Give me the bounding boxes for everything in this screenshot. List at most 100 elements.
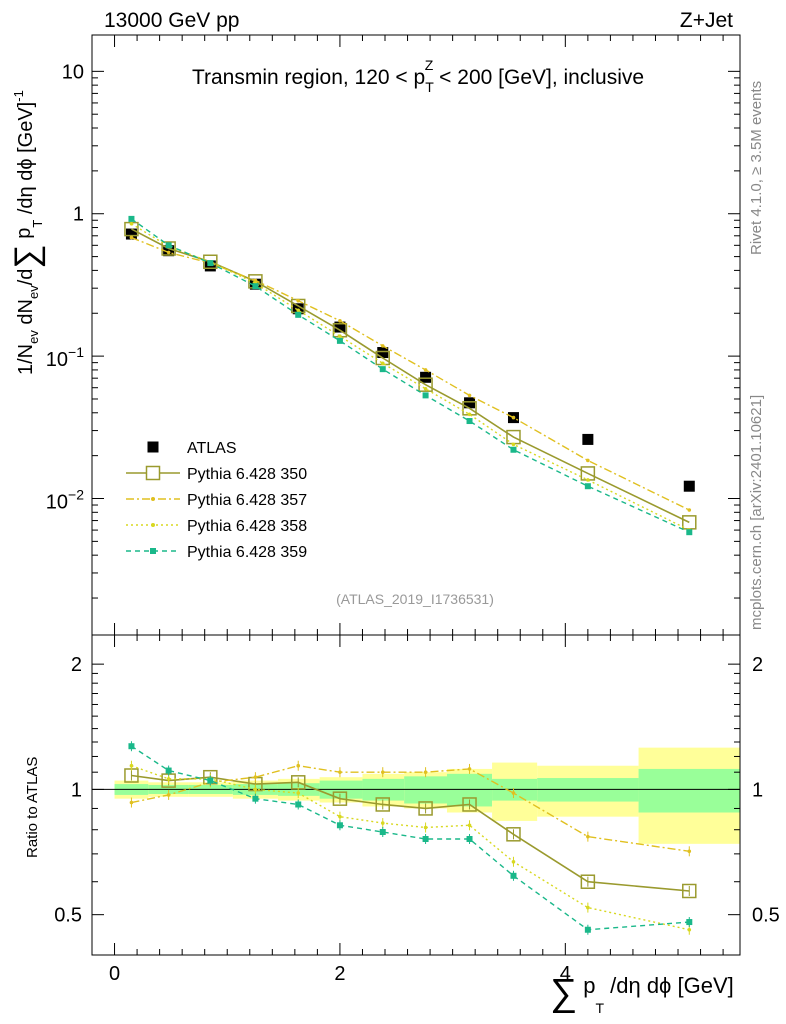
legend-label: Pythia 6.428 358	[187, 518, 307, 535]
ytick-base: 10	[46, 492, 68, 514]
main-ytick-label: 1	[73, 204, 84, 226]
series-marker-ratio	[129, 800, 134, 805]
series-marker-ratio	[336, 822, 343, 829]
series-line-ratio	[131, 765, 690, 852]
legend-label: Pythia 6.428 350	[187, 466, 307, 483]
xlabel-a-sub: T	[595, 1000, 604, 1016]
x-tick-labels: 0 2 4	[109, 963, 571, 985]
series-marker-ratio	[510, 872, 517, 879]
ratio-ytick-label-right: 0.5	[752, 905, 780, 927]
side-rivet: Rivet 4.1.0, ≥ 3.5M events	[748, 81, 765, 255]
legend-marker	[145, 465, 161, 481]
series-marker-ratio	[418, 801, 433, 816]
series-marker-ratio	[375, 797, 391, 812]
series-marker-ratio	[422, 836, 429, 843]
ratio-ytick-label-right: 1	[752, 779, 763, 801]
series-marker-main	[379, 366, 386, 373]
series-marker-ratio	[380, 770, 385, 774]
main-ytick-label: 10−2	[46, 487, 84, 514]
series-marker-ratio	[253, 775, 258, 779]
series-marker-main	[586, 478, 590, 482]
series-marker-ratio	[466, 836, 473, 843]
series-line-main	[131, 223, 690, 531]
ytick-base: 10	[46, 349, 68, 371]
series-marker-main	[467, 393, 472, 398]
series-marker-main	[423, 368, 428, 372]
series-marker-main	[166, 250, 171, 255]
series-marker-main	[380, 344, 385, 348]
series-marker-ratio	[338, 770, 342, 774]
series-marker-ratio	[423, 825, 428, 830]
series-marker-ratio	[467, 823, 472, 828]
atlas-point	[464, 397, 476, 409]
atlas-point	[334, 321, 346, 333]
legend-label: ATLAS	[187, 440, 237, 457]
series-marker-ratio	[586, 905, 590, 910]
ytick-exponent: −1	[68, 344, 84, 360]
main-ytick-label: 10−1	[46, 344, 84, 371]
ytick-exponent: −2	[68, 487, 84, 503]
series-marker-ratio	[332, 791, 348, 806]
main-ylabel: 1/Nev dNev/d∑ pT /dη dϕ [GeV]-1	[8, 90, 46, 375]
x-tick-label: 2	[334, 963, 345, 985]
ylabel-d: p	[13, 228, 35, 245]
series-marker-ratio	[296, 763, 301, 768]
series-marker-main	[511, 442, 516, 447]
series-marker-main	[252, 283, 259, 290]
series-marker-main	[296, 308, 301, 313]
analysis-tag: (ATLAS_2019_I1736531)	[336, 591, 494, 607]
series-marker-ratio	[423, 770, 428, 774]
series-marker-main	[466, 418, 473, 425]
legend-marker-atlas	[147, 441, 159, 453]
series-marker-main	[295, 311, 302, 318]
series-marker-ratio	[511, 791, 516, 795]
series-marker-ratio	[253, 787, 258, 792]
title-sub: T	[425, 79, 434, 95]
ratio-panel: 0.5 0.5 1 1 2 2	[54, 634, 780, 956]
series-marker-ratio	[586, 834, 590, 839]
series-line-main	[131, 236, 690, 511]
plot-title: Transmin region, 120 < pTZ < 200 [GeV], …	[192, 57, 644, 95]
title-sup: Z	[425, 57, 434, 73]
series-marker-main	[165, 242, 172, 249]
legend-label: Pythia 6.428 359	[187, 544, 307, 561]
x-tick-label: 0	[109, 963, 120, 985]
series-marker-main	[338, 334, 342, 339]
x-label: ∑ pT /dη dϕ [GeV]	[550, 972, 734, 1016]
series-marker-ratio	[207, 777, 214, 784]
title-b: < 200 [GeV], inclusive	[433, 66, 644, 89]
series-marker-ratio	[687, 849, 692, 854]
series-marker-main	[422, 392, 429, 399]
series-marker-main	[423, 386, 428, 391]
xlabel-sigma: ∑	[550, 972, 577, 1014]
series-marker-ratio	[580, 874, 596, 889]
legend-marker	[151, 497, 155, 501]
series-marker-ratio	[252, 795, 259, 802]
series-marker-ratio	[295, 801, 302, 808]
series-marker-ratio	[379, 829, 386, 836]
ratio-band-inner	[638, 768, 740, 813]
legend: ATLAS Pythia 6.428 350 Pythia 6.428 357 Pyt…	[126, 440, 307, 561]
series-marker-ratio	[166, 793, 171, 797]
ratio-ytick-label: 0.5	[54, 905, 82, 927]
title-a: Transmin region, 120 < p	[192, 66, 425, 89]
legend-label: Pythia 6.428 357	[187, 492, 307, 509]
ratio-ytick-label: 2	[71, 654, 82, 676]
main-series	[124, 215, 697, 536]
ratio-series	[124, 741, 697, 935]
series-marker-main	[207, 260, 214, 267]
series-marker-ratio	[338, 814, 342, 819]
series-marker-main	[128, 215, 135, 222]
series-line-main	[131, 218, 690, 533]
ratio-frame	[91, 634, 741, 956]
ylabel-e: /dη dϕ [GeV]	[15, 102, 37, 220]
series-marker-main	[380, 361, 385, 366]
series-marker-main	[586, 458, 590, 463]
ylabel-b: dN	[15, 299, 37, 330]
series-marker-ratio	[462, 797, 477, 812]
series-marker-ratio	[296, 791, 301, 795]
series-marker-main	[686, 529, 693, 536]
series-marker-ratio	[682, 883, 697, 899]
ratio-bands	[92, 747, 740, 844]
series-marker-main	[467, 412, 472, 417]
